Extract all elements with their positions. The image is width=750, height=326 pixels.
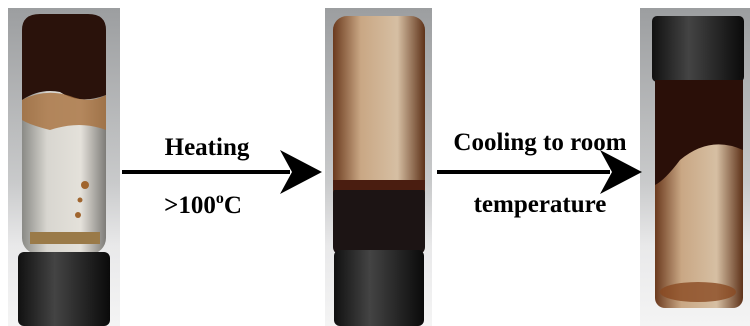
figure: Heating >100oC Cooling to room temperatu… xyxy=(0,0,750,326)
superscript: o xyxy=(216,190,224,207)
step-label: Heating xyxy=(165,134,250,161)
photo-heated xyxy=(325,8,432,326)
arrow xyxy=(437,150,642,194)
unit: C xyxy=(224,192,242,219)
photo-before xyxy=(8,8,120,326)
photo-cooled xyxy=(640,8,750,326)
step-condition: temperature xyxy=(474,191,607,218)
condition-text: >100 xyxy=(164,192,216,219)
step-condition: >100oC xyxy=(164,190,242,219)
step-label: Cooling to room xyxy=(453,129,626,156)
